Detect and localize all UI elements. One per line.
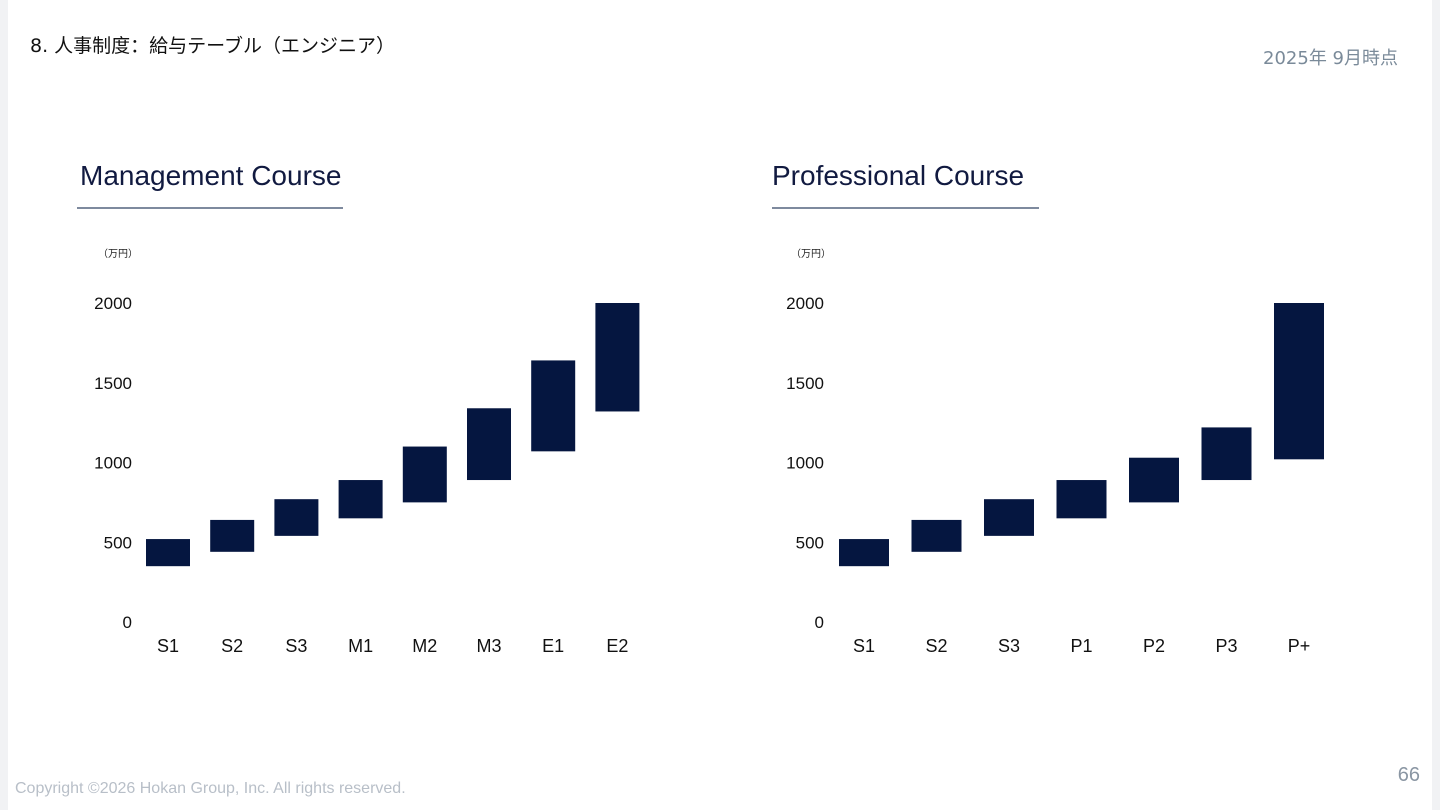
management-y-tick-label: 500	[104, 533, 132, 552]
professional-bar-s1	[839, 539, 889, 567]
management-x-tick-label: M3	[476, 636, 501, 656]
professional-title-rule	[772, 207, 1039, 209]
management-bar-m3	[467, 408, 511, 481]
copyright: Copyright ©2026 Hokan Group, Inc. All ri…	[15, 780, 406, 797]
professional-x-tick-label: P2	[1143, 636, 1165, 656]
management-bar-m2	[402, 446, 447, 503]
management-y-tick-label: 0	[123, 613, 132, 632]
management-x-tick-label: E2	[606, 636, 628, 656]
management-y-tick-label: 1000	[94, 454, 132, 473]
professional-x-tick-label: P3	[1215, 636, 1237, 656]
as-of-date: 2025年 9月時点	[1263, 48, 1398, 69]
management-x-tick-label: M2	[412, 636, 437, 656]
management-chart: 0 500 1000 1500 2000 S1 S2 S3 M1 M2 M3 E1 E2	[94, 294, 640, 656]
management-title-rule	[77, 207, 343, 209]
management-x-tick-label: E1	[542, 636, 564, 656]
professional-unit-label: （万円）	[791, 249, 831, 260]
management-x-tick-label: S3	[285, 636, 307, 656]
professional-y-tick-label: 1500	[786, 374, 824, 393]
professional-bar-p3	[1201, 427, 1252, 481]
management-bar-s2	[210, 519, 255, 552]
professional-y-tick-label: 1000	[786, 454, 824, 473]
management-unit-label: （万円）	[98, 249, 138, 260]
management-bar-s3	[274, 499, 319, 536]
professional-x-tick-label: P+	[1288, 636, 1311, 656]
slide: 8. 人事制度：給与テーブル（エンジニア） 2025年 9月時点 Managem…	[8, 0, 1432, 810]
professional-course-title: Professional Course	[772, 160, 1025, 191]
professional-x-tick-label: S2	[925, 636, 947, 656]
professional-bar-s2	[911, 519, 962, 552]
professional-x-tick-label: P1	[1070, 636, 1092, 656]
professional-bar-s3	[984, 499, 1034, 536]
management-y-tick-label: 1500	[94, 374, 132, 393]
professional-x-tick-label: S3	[998, 636, 1020, 656]
management-x-tick-label: M1	[348, 636, 373, 656]
management-bar-m1	[338, 480, 383, 519]
professional-bar-pplus	[1274, 303, 1324, 460]
management-y-tick-label: 2000	[94, 294, 132, 313]
professional-chart: 0 500 1000 1500 2000 S1 S2 S3 P1 P2 P3 P+	[786, 294, 1324, 656]
management-x-tick-label: S2	[221, 636, 243, 656]
management-bar-s1	[146, 539, 190, 567]
professional-x-tick-label: S1	[853, 636, 875, 656]
page-number: 66	[1397, 764, 1420, 786]
page-title: 8. 人事制度：給与テーブル（エンジニア）	[30, 35, 396, 57]
professional-y-tick-label: 2000	[786, 294, 824, 313]
professional-bar-p1	[1056, 480, 1107, 519]
professional-y-tick-label: 0	[815, 613, 824, 632]
professional-y-tick-label: 500	[796, 533, 824, 552]
management-bar-e2	[595, 303, 640, 412]
management-bar-e1	[531, 360, 576, 452]
management-course-title: Management Course	[80, 160, 342, 191]
management-x-tick-label: S1	[157, 636, 179, 656]
professional-bar-p2	[1129, 457, 1179, 503]
